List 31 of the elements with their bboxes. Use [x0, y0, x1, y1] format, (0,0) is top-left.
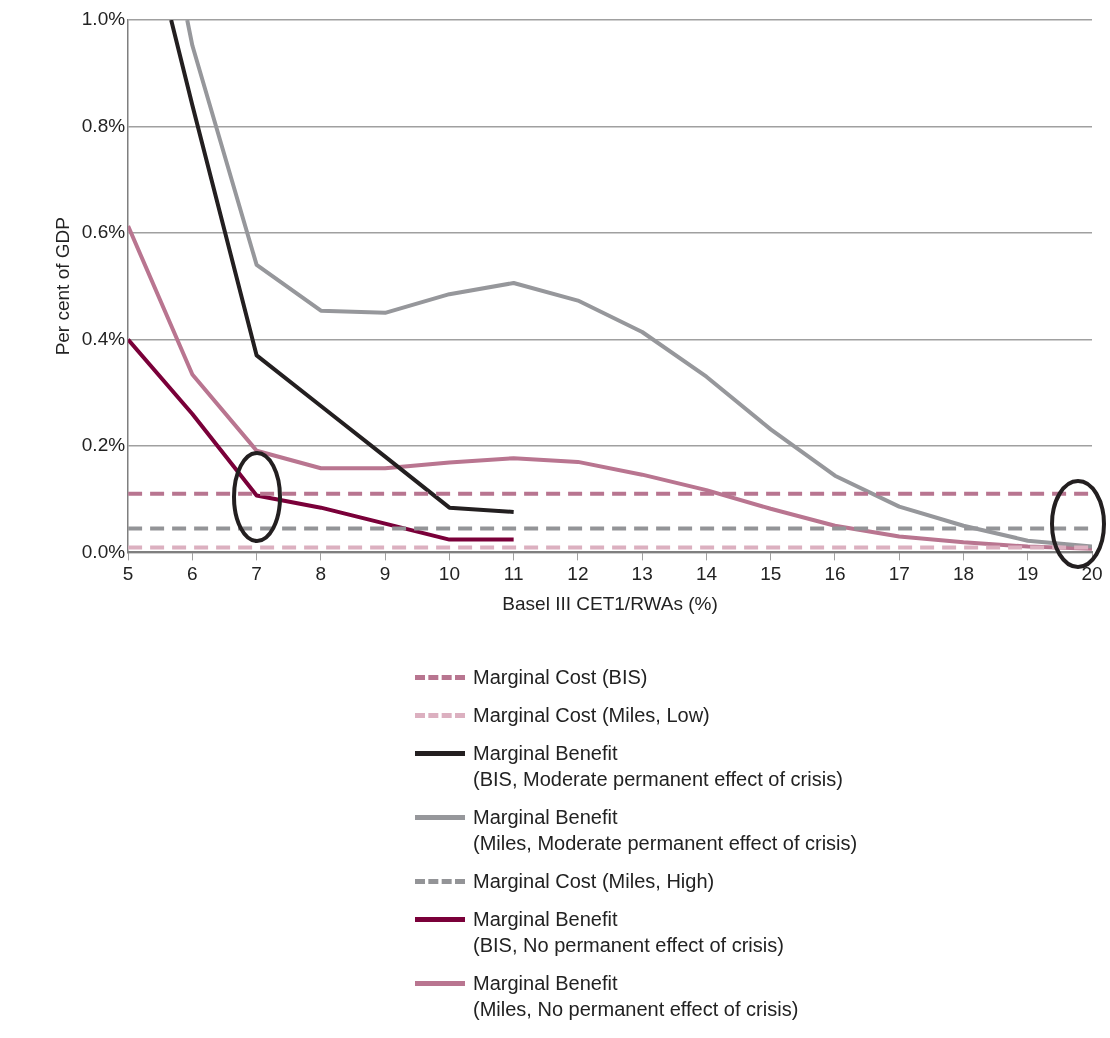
x-tick-label: 19 — [1017, 563, 1039, 585]
x-tick-label: 14 — [695, 563, 718, 585]
x-tick-label: 9 — [379, 563, 391, 585]
y-tick-label: 0.8% — [81, 114, 126, 136]
legend-label: Marginal Cost (Miles, High) — [473, 869, 715, 894]
x-tick-label: 7 — [251, 563, 262, 585]
y-tick-label: 0.4% — [81, 327, 126, 349]
x-tick-label: 16 — [824, 563, 846, 585]
legend-label: Marginal Cost (Miles, Low) — [473, 703, 710, 728]
x-tick-label: 6 — [187, 563, 198, 585]
x-tick-label: 20 — [1081, 563, 1103, 585]
x-tick-label: 18 — [952, 563, 975, 585]
legend-label: Marginal Benefit (Miles, No permanent effect of crisis) — [473, 971, 799, 1022]
x-tick-label: 13 — [631, 563, 653, 585]
legend-label: Marginal Benefit (Miles, Moderate permanent effect of crisis) — [473, 805, 858, 856]
x-tick-label: 11 — [503, 563, 524, 585]
x-tick-label: 15 — [760, 563, 782, 585]
x-axis-title: Basel III CET1/RWAs (%) — [502, 592, 718, 614]
y-tick-label: 0.2% — [81, 434, 126, 456]
legend-label: Marginal Cost (BIS) — [473, 665, 648, 690]
x-tick-label: 12 — [567, 563, 589, 585]
x-tick-label: 17 — [888, 563, 910, 585]
x-tick-label: 5 — [122, 563, 134, 585]
legend-label: Marginal Benefit (BIS, Moderate permanent effect of crisis) — [473, 741, 843, 792]
y-axis-title: Per cent of GDP — [51, 217, 73, 356]
legend-label: Marginal Benefit (BIS, No permanent effect of crisis) — [473, 907, 784, 958]
y-tick-label: 0.6% — [81, 221, 126, 243]
x-tick-label: 10 — [438, 563, 460, 585]
y-tick-label: 0.0% — [81, 540, 126, 562]
x-tick-label: 8 — [315, 563, 327, 585]
y-tick-label: 1.0% — [81, 8, 126, 30]
